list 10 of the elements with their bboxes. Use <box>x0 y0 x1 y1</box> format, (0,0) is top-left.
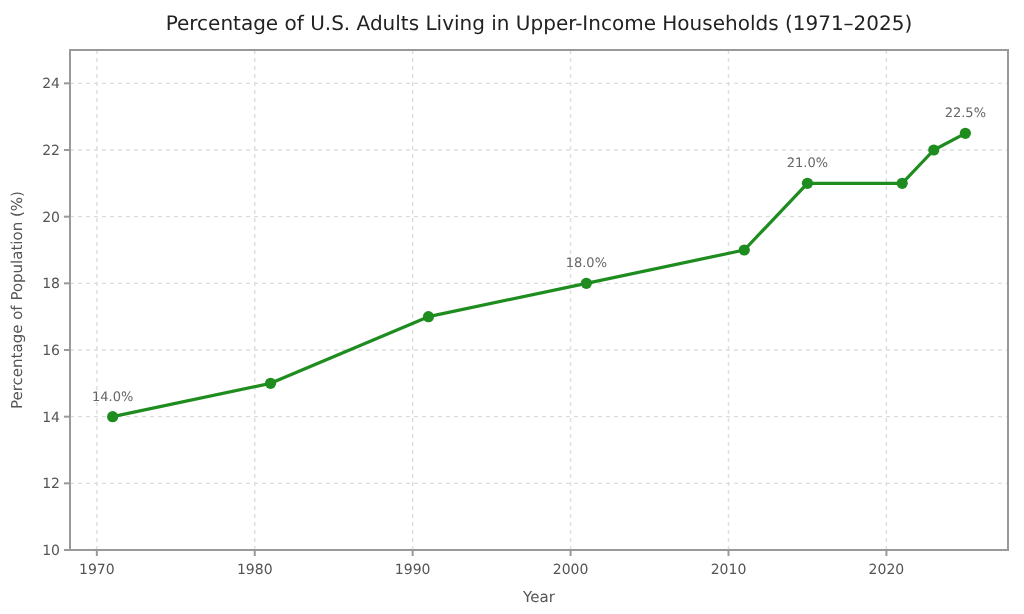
point <box>801 177 814 189</box>
point <box>264 377 277 389</box>
point <box>738 244 750 256</box>
point <box>580 277 592 289</box>
point <box>107 411 119 423</box>
point <box>896 177 908 189</box>
chart-title: Percentage of U.S. Adults Living in Upper-Income Households (1971–2025) <box>165 14 913 36</box>
point <box>928 144 940 156</box>
point <box>422 311 435 323</box>
point <box>959 127 971 139</box>
